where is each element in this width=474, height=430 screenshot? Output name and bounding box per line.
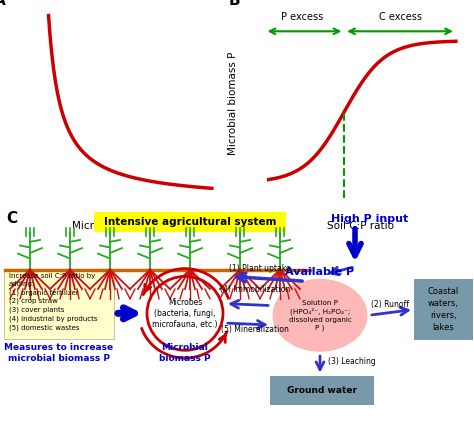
- Ellipse shape: [273, 279, 367, 352]
- Text: Available P: Available P: [285, 267, 355, 276]
- Text: Measures to increase
microbial biomass P: Measures to increase microbial biomass P: [4, 343, 114, 362]
- Text: (5) Mineralization: (5) Mineralization: [221, 325, 289, 334]
- Text: Microbes
(bacteria, fungi,
microfauna, etc.): Microbes (bacteria, fungi, microfauna, e…: [152, 298, 218, 329]
- Text: Microbial biomass P: Microbial biomass P: [228, 52, 238, 155]
- Text: Soil solution P: Soil solution P: [0, 67, 3, 140]
- Text: (3) Leaching: (3) Leaching: [328, 357, 376, 366]
- Text: B: B: [229, 0, 240, 9]
- FancyBboxPatch shape: [94, 212, 286, 232]
- Text: Microbial biomass P: Microbial biomass P: [72, 221, 175, 230]
- Text: (2) Runoff: (2) Runoff: [371, 301, 409, 310]
- Text: (4) Immobilization: (4) Immobilization: [220, 285, 290, 294]
- Text: Microbial
biomass P: Microbial biomass P: [159, 343, 211, 362]
- Text: (1) Plant uptake: (1) Plant uptake: [229, 264, 291, 273]
- FancyBboxPatch shape: [4, 269, 114, 338]
- Text: Intensive agricultural system: Intensive agricultural system: [104, 217, 276, 227]
- Text: Increase soil C:P ratio by
adding:
(1) organic fertilizer
(2) crop straw
(3) cov: Increase soil C:P ratio by adding: (1) o…: [9, 273, 98, 331]
- FancyBboxPatch shape: [270, 375, 374, 405]
- Text: Coastal
waters,
rivers,
lakes: Coastal waters, rivers, lakes: [428, 287, 459, 332]
- Text: P excess: P excess: [282, 12, 324, 22]
- Text: C excess: C excess: [379, 12, 421, 22]
- Text: A: A: [0, 0, 6, 9]
- Text: C: C: [6, 211, 17, 226]
- Text: High P input: High P input: [331, 214, 409, 224]
- FancyBboxPatch shape: [414, 280, 473, 340]
- Text: Soil C:P ratio: Soil C:P ratio: [327, 221, 394, 230]
- Text: Solution P
(HPO₄²⁻, H₂PO₄⁻;
dissolved organic
P ): Solution P (HPO₄²⁻, H₂PO₄⁻; dissolved or…: [289, 300, 351, 331]
- Text: Ground water: Ground water: [287, 386, 357, 395]
